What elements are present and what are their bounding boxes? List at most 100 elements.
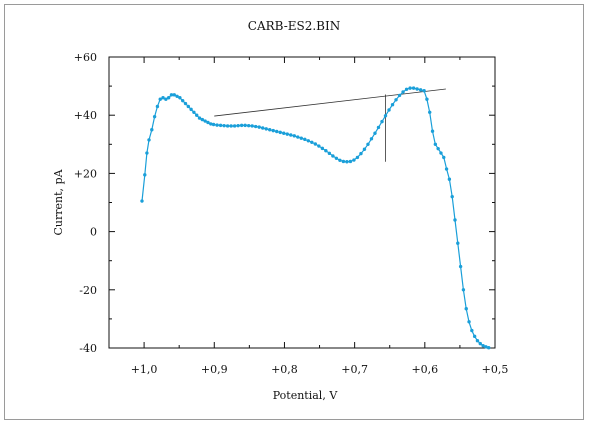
data-point [453,218,457,222]
data-point [206,120,210,125]
x-tick-label: +0,5 [482,363,509,376]
data-point [320,146,325,151]
data-point [366,142,370,146]
data-point [285,132,289,136]
data-point [444,167,449,171]
x-axis-label: Potential, V [273,389,339,402]
data-point [404,87,409,92]
data-point [306,139,311,143]
data-point [150,128,154,132]
data-point [155,104,160,109]
data-point [313,142,318,146]
data-point [458,264,463,269]
x-tick-label: +0,7 [341,363,368,376]
data-point [282,131,286,135]
data-point [467,320,471,324]
data-point [180,98,185,103]
data-point [439,151,443,155]
data-point [397,93,402,98]
x-tick-label: +1,0 [131,363,158,376]
data-point [215,123,219,127]
data-point [303,137,307,142]
data-point [250,124,254,128]
data-point [478,341,482,346]
data-point [222,123,226,128]
data-point [243,123,247,128]
data-point [422,89,426,93]
data-point [394,98,398,102]
data-point [289,133,293,137]
data-point [383,114,388,118]
data-point [164,97,168,101]
data-point [275,129,279,134]
data-point [172,93,176,97]
data-point [264,127,268,131]
data-point [475,339,480,343]
data-point [408,86,412,90]
data-point [143,173,147,177]
data-point [186,104,191,109]
y-tick-label: -20 [79,284,97,297]
x-tick-label: +0,9 [201,363,228,376]
data-point [292,134,296,138]
data-point [341,159,346,164]
data-point [246,123,251,128]
data-point [401,90,405,94]
data-point [203,119,207,123]
data-point [428,110,432,114]
data-point [225,124,230,128]
data-point [387,108,391,112]
data-point [436,146,440,151]
data-point [442,155,446,160]
data-point [161,96,165,100]
data-point [352,158,356,162]
data-point [178,96,182,100]
data-point [158,97,162,101]
data-point [147,138,151,142]
y-tick-label: +60 [74,51,97,64]
data-point [327,151,332,156]
data-point [481,343,485,348]
data-point [369,137,374,141]
data-point [268,128,272,132]
data-point [324,149,328,153]
data-point [345,160,349,164]
data-point [433,142,438,146]
y-tick-label: +20 [74,167,97,180]
data-point [390,103,395,107]
data-point [152,114,157,119]
data-point [415,87,419,91]
data-point [418,88,423,92]
chart-frame [4,4,584,420]
data-point [359,151,363,156]
chart-title: CARB-ES2.BIN [248,19,340,33]
x-tick-label: +0,6 [411,363,438,376]
y-axis-label: Current, pA [52,168,65,235]
data-point [271,128,275,133]
data-point [373,131,377,135]
x-tick-label: +0,8 [271,363,298,376]
data-point [183,101,188,106]
data-point [425,97,429,101]
data-point [209,122,213,126]
data-point [464,307,468,311]
data-point [484,345,488,349]
data-point [411,86,416,90]
data-point [145,151,149,155]
data-point [380,119,384,124]
data-point [257,125,261,129]
data-point [236,123,240,128]
data-point [232,124,237,128]
data-point [470,328,474,333]
data-point [331,154,335,158]
baseline-line [214,88,446,117]
data-point [140,199,144,203]
y-tick-label: +40 [74,109,97,122]
data-point [338,158,342,163]
data-point [376,125,381,130]
data-point [229,124,233,128]
data-point [278,130,282,135]
data-point [175,94,179,98]
data-point [310,140,314,144]
data-point [486,346,491,350]
